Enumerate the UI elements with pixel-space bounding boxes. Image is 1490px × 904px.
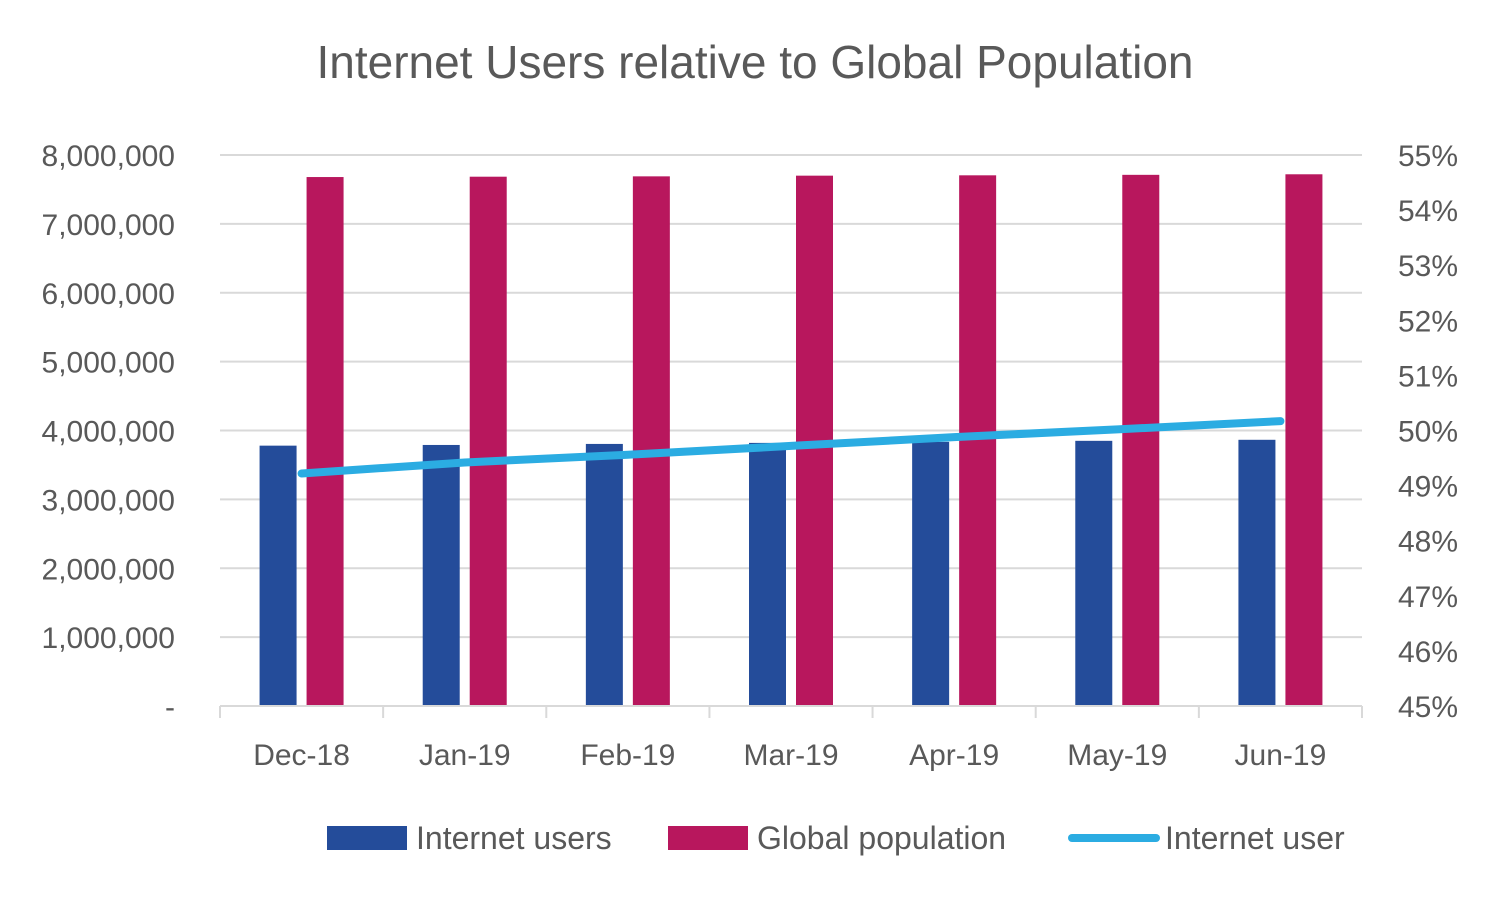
y-left-tick-label: 8,000,000	[42, 140, 175, 173]
bar-global-population	[1122, 174, 1160, 706]
y-right-tick-label: 50%	[1398, 416, 1458, 449]
x-tick-label: Mar-19	[743, 739, 838, 772]
bar-global-population	[1285, 174, 1323, 706]
x-tick-label: Feb-19	[580, 739, 675, 772]
bar-internet-users	[422, 444, 460, 706]
y-right-tick-label: 49%	[1398, 471, 1458, 504]
bar-global-population	[306, 177, 344, 707]
y-left-tick-label: -	[165, 691, 175, 724]
y-left-tick-label: 7,000,000	[42, 209, 175, 242]
y-right-tick-label: 55%	[1398, 140, 1458, 173]
axes: - 1,000,000 2,000,000 3,000,000 4,000,000 5,0…	[42, 140, 1458, 772]
x-tick-label: Jan-19	[419, 739, 511, 772]
y-right-tick-label: 45%	[1398, 691, 1458, 724]
bars	[259, 174, 1323, 707]
y-left-tick-label: 4,000,000	[42, 416, 175, 449]
y-right-tick-label: 46%	[1398, 636, 1458, 669]
x-tick-label: Apr-19	[909, 739, 999, 772]
y-right-tick-label: 51%	[1398, 360, 1458, 393]
y-right-tick-label: 53%	[1398, 250, 1458, 283]
x-tick-label: May-19	[1067, 739, 1167, 772]
y-left-tick-label: 5,000,000	[42, 347, 175, 380]
bar-global-population	[632, 176, 670, 706]
y-right-tick-label: 52%	[1398, 305, 1458, 338]
legend-swatch-global-population	[668, 826, 748, 850]
line-internet-user	[297, 417, 1285, 478]
y-left-tick-label: 1,000,000	[42, 622, 175, 655]
line-series	[297, 417, 1285, 478]
bar-internet-users	[749, 442, 786, 706]
legend-swatch-internet-users	[327, 826, 407, 850]
legend: Internet users Global population Internet …	[327, 820, 1345, 856]
legend-label-global-population: Global population	[757, 820, 1006, 856]
bar-internet-users	[259, 445, 297, 706]
y-left-tick-label: 3,000,000	[42, 484, 175, 517]
x-tick-label: Dec-18	[253, 739, 350, 772]
y-right-tick-label: 54%	[1398, 195, 1458, 228]
y-left-tick-label: 2,000,000	[42, 553, 175, 586]
gridlines	[220, 154, 1362, 639]
bar-internet-users	[585, 443, 623, 706]
x-tick-label: Jun-19	[1235, 739, 1327, 772]
bar-global-population	[469, 176, 507, 706]
y-right-tick-label: 47%	[1398, 581, 1458, 614]
chart-title: Internet Users relative to Global Popula…	[316, 36, 1193, 88]
bar-internet-users	[1075, 440, 1113, 706]
legend-label-internet-users: Internet users	[416, 820, 612, 856]
legend-label-internet-user: Internet user	[1165, 820, 1345, 856]
y-right-tick-label: 48%	[1398, 526, 1458, 559]
bar-internet-users	[912, 441, 950, 706]
y-left-tick-label: 6,000,000	[42, 278, 175, 311]
bar-internet-users	[1238, 439, 1276, 706]
bar-global-population	[959, 175, 997, 707]
